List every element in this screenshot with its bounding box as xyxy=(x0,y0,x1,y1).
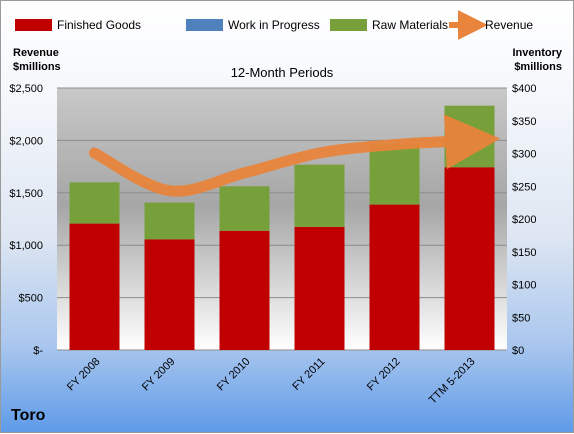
bar-finished-goods-0 xyxy=(70,224,120,350)
right-tick-label-2: $100 xyxy=(512,280,536,292)
left-tick-label-4: $2,000 xyxy=(9,135,43,147)
company-name: Toro xyxy=(11,407,45,425)
left-axis-label-line2: $millions xyxy=(13,61,61,73)
legend-label-0: Finished Goods xyxy=(57,18,141,32)
plot-area xyxy=(57,88,507,350)
right-tick-label-0: $0 xyxy=(512,345,524,357)
bar-raw-materials-3 xyxy=(295,165,345,227)
legend-swatch-0 xyxy=(15,19,52,31)
bar-raw-materials-4 xyxy=(370,144,420,205)
legend-label-1: Work in Progress xyxy=(228,18,320,32)
right-tick-label-6: $300 xyxy=(512,149,536,161)
bar-raw-materials-1 xyxy=(145,203,195,240)
legend-label-3: Revenue xyxy=(485,18,533,32)
category-label-2: FY 2010 xyxy=(215,356,253,394)
left-tick-label-0: $- xyxy=(33,345,43,357)
bar-finished-goods-3 xyxy=(295,227,345,350)
right-axis-label-line2: $millions xyxy=(514,61,562,73)
left-tick-label-1: $500 xyxy=(19,293,43,305)
legend-label-2: Raw Materials xyxy=(372,18,448,32)
category-label-1: FY 2009 xyxy=(140,356,178,394)
right-tick-label-7: $350 xyxy=(512,116,536,128)
legend-swatch-2 xyxy=(330,19,367,31)
right-tick-label-5: $250 xyxy=(512,181,536,193)
chart-subtitle: 12-Month Periods xyxy=(231,65,334,80)
category-label-3: FY 2011 xyxy=(290,356,327,393)
right-axis-label-line1: Inventory xyxy=(512,47,562,59)
bar-raw-materials-0 xyxy=(70,182,120,223)
bar-finished-goods-2 xyxy=(220,231,270,350)
bar-raw-materials-2 xyxy=(220,186,270,231)
left-tick-label-3: $1,500 xyxy=(9,188,43,200)
category-label-0: FY 2008 xyxy=(65,356,103,394)
left-tick-label-5: $2,500 xyxy=(9,83,43,95)
left-axis-label-line1: Revenue xyxy=(13,47,59,59)
right-tick-label-8: $400 xyxy=(512,83,536,95)
right-tick-label-4: $200 xyxy=(512,214,536,226)
category-label-5: TTM 5-2013 xyxy=(427,356,478,407)
bar-finished-goods-1 xyxy=(145,239,195,350)
legend-swatch-1 xyxy=(186,19,223,31)
bar-finished-goods-5 xyxy=(445,167,495,350)
left-tick-label-2: $1,000 xyxy=(9,240,43,252)
right-tick-label-3: $150 xyxy=(512,247,536,259)
legend: Finished Goods Work in Progress Raw Materi… xyxy=(15,18,533,32)
category-label-4: FY 2012 xyxy=(365,356,403,394)
right-tick-label-1: $50 xyxy=(512,312,530,324)
bar-finished-goods-4 xyxy=(370,205,420,350)
